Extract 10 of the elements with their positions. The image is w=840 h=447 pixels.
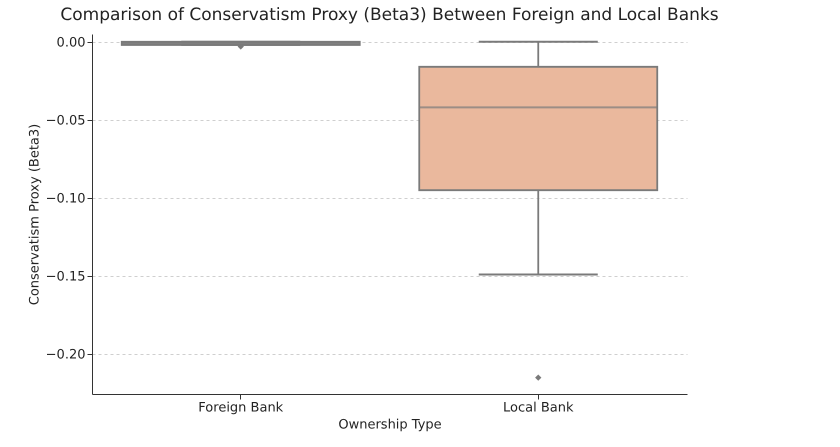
y-tick-label: −0.20 — [46, 348, 86, 363]
x-tick-label: Local Bank — [503, 400, 574, 416]
y-tick-label: −0.15 — [46, 270, 86, 285]
chart-title: Comparison of Conservatism Proxy (Beta3) Between Foreign and Local Banks — [60, 5, 719, 25]
y-tick-label: 0.00 — [56, 35, 86, 50]
y-tick-label: −0.10 — [46, 191, 86, 206]
y-tick-label: −0.05 — [46, 113, 86, 128]
y-axis-title: Conservatism Proxy (Beta3) — [28, 124, 43, 306]
x-tick-label: Foreign Bank — [198, 400, 284, 416]
x-axis-title: Ownership Type — [338, 418, 442, 432]
